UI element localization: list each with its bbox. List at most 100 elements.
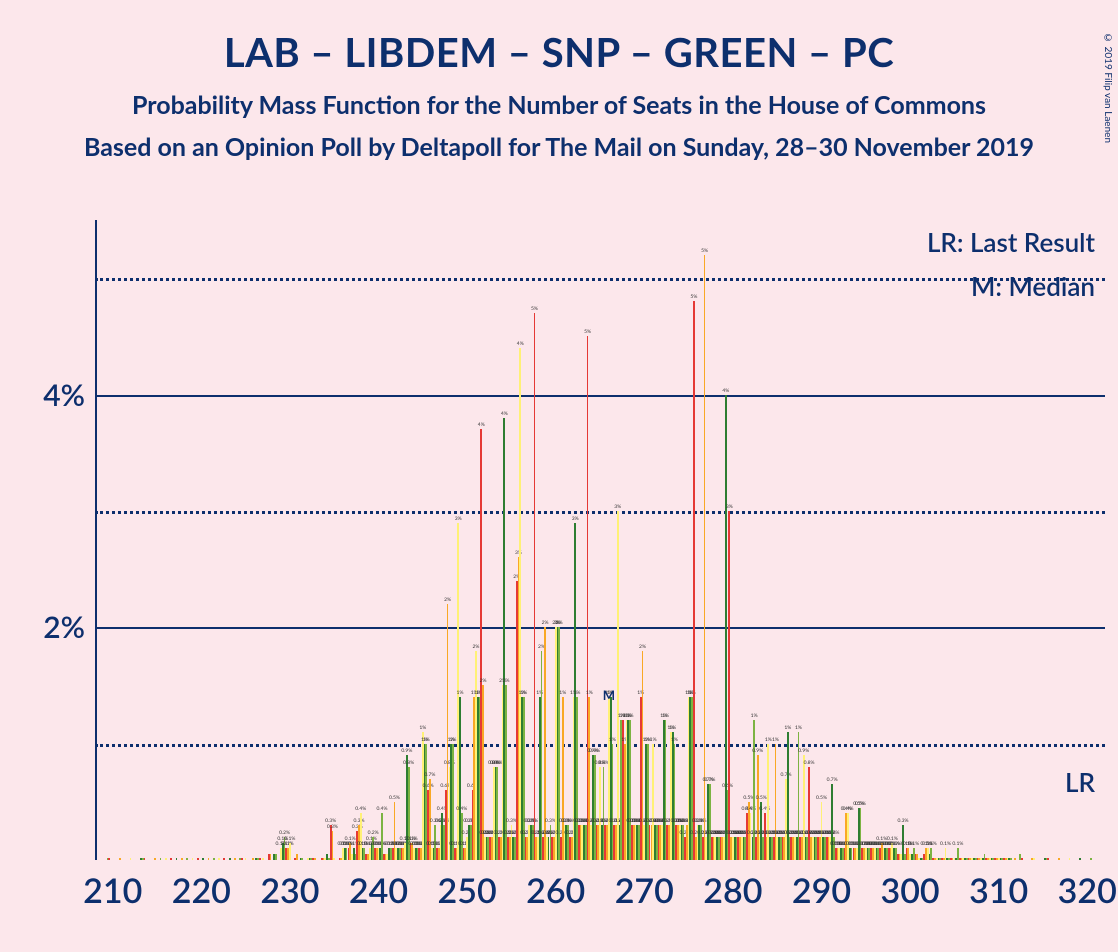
bar [314,858,316,860]
bar [218,858,220,860]
bar [181,858,183,860]
bar-value-label: 4% [722,388,729,394]
bar-value-label: 1% [573,690,580,696]
bar-value-label: 2% [444,597,451,603]
bar-value-label: 0.9% [798,748,809,754]
bar-value-label: 1% [765,737,772,743]
bar [197,858,199,860]
bar-value-label: 1% [669,725,676,731]
bar [208,858,210,860]
bar-value-label: 0.8% [403,760,414,766]
x-axis-label: 220 [172,870,231,911]
bar-value-label: 4% [501,411,508,417]
bar-value-label: 0.8% [804,760,815,766]
bar: 0.4% [381,813,383,860]
bar [192,858,194,860]
bar-value-label: 2% [639,644,646,650]
bar: 3% [617,511,619,860]
bar-value-label: 0.1% [284,836,295,842]
bar [229,858,231,860]
x-axis-label: 240 [349,870,408,911]
bar-value-label: 0.7% [827,777,838,783]
bar-value-label: 3% [572,516,579,522]
bar [301,858,303,860]
bar-value-label: 0.5% [855,801,866,807]
bar [170,858,172,860]
bar [176,858,178,860]
bar-value-label: 2% [480,678,487,684]
bar [223,858,225,860]
bar: 3% [728,511,730,860]
bar-value-label: 1% [795,725,802,731]
bar-value-label: 5% [584,329,591,335]
bar-value-label: 3% [614,504,621,510]
x-axis-label: 260 [526,870,585,911]
bar: 2% [541,651,543,860]
title-sub1: Probability Mass Function for the Number… [0,90,1118,120]
bar [270,854,272,860]
bar [1090,858,1092,860]
bar-value-label: 0.4% [377,806,388,812]
bar [130,858,132,860]
bar: 0.3% [332,831,334,860]
x-axis-label: 320 [1058,870,1117,911]
bar [202,858,204,860]
bar-value-label: 0.1% [926,841,937,847]
bar-value-label: 2% [556,620,563,626]
bar-value-label: 1% [751,713,758,719]
bar [234,858,236,860]
y-axis-label: 4% [43,377,85,413]
bar-value-label: 3% [455,516,462,522]
bar [262,858,264,860]
bar [119,858,121,860]
y-axis-label: 2% [43,609,85,645]
x-axis-label: 280 [703,870,762,911]
bar [245,858,247,860]
bar [296,854,298,860]
bar [1010,858,1012,860]
bar: 2% [558,627,560,860]
bar-value-label: 0.3% [897,818,908,824]
bar: 5% [693,301,695,860]
bar-value-label: 1% [423,737,430,743]
bar [252,858,254,860]
bar [1014,858,1016,860]
bar-value-label: 0.7% [424,772,435,778]
bar-value-label: 1% [520,690,527,696]
bar-value-label: 0.4% [355,806,366,812]
bars-container: 0.1%0.1%0.2%0.1%0.1%0.1%0.3%0.3%0.1%0.1%… [95,220,1105,860]
bar-value-label: 1% [609,737,616,743]
bar [333,858,335,860]
x-axis-label: 300 [880,870,939,911]
median-marker: M [603,687,615,703]
legend-m: M: Median [971,270,1095,302]
title-main: LAB – LIBDEM – SNP – GREEN – PC [0,28,1118,76]
bar [259,858,261,860]
bar-value-label: 0.1% [952,841,963,847]
bar [1079,858,1081,860]
bar-value-label: 0.4% [456,806,467,812]
bar [275,854,277,860]
x-axis-label: 270 [615,870,674,911]
bar: 5% [534,313,536,860]
bar: 2% [544,627,546,860]
bar-value-label: 0.3% [327,824,338,830]
bar-value-label: 2% [542,620,549,626]
bar [241,858,243,860]
bar-value-label: 1% [627,713,634,719]
bar-value-label: 0.4% [843,806,854,812]
bar-value-label: 5% [531,306,538,312]
x-axis-label: 210 [83,870,142,911]
bar-value-label: 1% [559,690,566,696]
bar-value-label: 0.9% [752,748,763,754]
bar-value-label: 0.9% [401,748,412,754]
bar-value-label: 0.5% [816,795,827,801]
x-axis-label: 310 [969,870,1028,911]
bar-value-label: 0.7% [704,777,715,783]
bar-value-label: 0.1% [890,841,901,847]
bar-value-label: 1% [457,690,464,696]
chart-area: 2%4% 0.1%0.1%0.2%0.1%0.1%0.1%0.3%0.3%0.1… [95,220,1105,860]
bar [186,858,188,860]
x-axis-label: 250 [438,870,497,911]
bar-value-label: 1% [784,725,791,731]
